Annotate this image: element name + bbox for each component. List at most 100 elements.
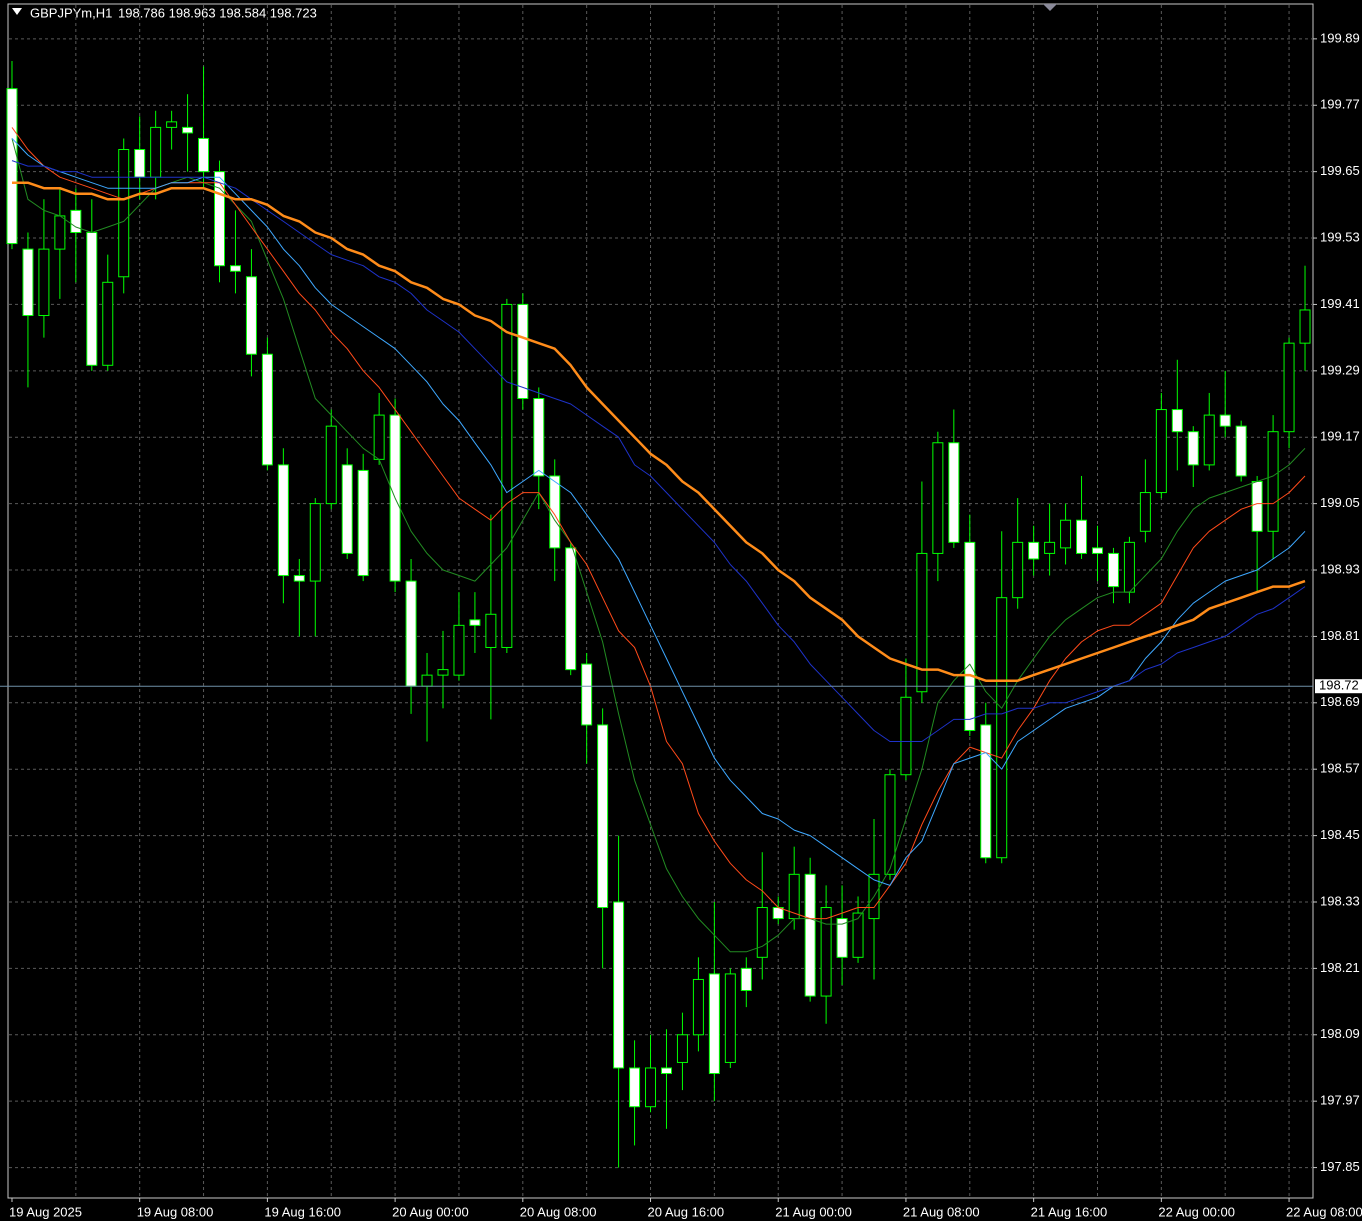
candle-body [118,149,130,278]
candle-body [405,580,417,687]
candle-body [134,149,146,178]
candle-body [820,907,832,997]
y-tick-label: 199.89 [1320,30,1360,45]
plot-frame [7,3,1314,1199]
candle-body [1044,541,1056,554]
x-tick-label: 19 Aug 2025 [9,1204,82,1219]
y-tick-label: 199.77 [1320,97,1360,112]
candle-body [852,912,864,958]
candle-body [565,547,577,671]
y-tick-label: 198.21 [1320,960,1360,975]
candle-body [980,724,992,859]
candle-body [597,724,609,909]
y-tick-label: 198.81 [1320,628,1360,643]
candle-body [676,1034,688,1063]
candle-body [1203,414,1215,466]
candle-body [804,873,816,997]
candle-body [1187,431,1199,466]
candle-body [261,353,273,466]
candle-body [245,276,257,355]
price-tag [1315,679,1362,694]
candle-body [1171,409,1183,433]
candle-body [1299,309,1311,344]
candle-body [357,469,369,577]
candle-body [54,215,66,250]
candle-body [150,126,162,178]
candle-body [660,1067,672,1075]
candle-body [756,907,768,958]
candle-body [645,1067,657,1108]
candle-body [900,696,912,776]
y-tick-label: 199.53 [1320,229,1360,244]
candle-body [1219,414,1231,427]
candle-body [469,619,481,626]
candle-body [549,475,561,549]
candle-body [533,397,545,477]
candle-body [6,88,18,245]
candle-body [996,597,1008,859]
ma-line [11,160,1306,742]
candle-body [740,967,752,992]
candle-body [1139,492,1151,532]
candle-body [309,503,321,582]
candle-body [629,1067,641,1108]
candle-body [453,624,465,676]
x-tick-label: 19 Aug 08:00 [137,1204,214,1219]
y-tick-label: 198.57 [1320,761,1360,776]
x-tick-label: 19 Aug 16:00 [264,1204,341,1219]
candle-body [916,552,928,693]
candle-body [724,973,736,1063]
y-tick-label: 197.97 [1320,1093,1360,1108]
candle-body [948,442,960,543]
candle-body [86,232,98,366]
x-tick-label: 20 Aug 08:00 [520,1204,597,1219]
candle-body [1155,409,1167,494]
x-tick-label: 20 Aug 00:00 [392,1204,469,1219]
candle-body [581,663,593,726]
candle-body [293,575,305,582]
candle-body [708,973,720,1075]
candle-body [1060,519,1072,549]
x-tick-label: 21 Aug 16:00 [1031,1204,1108,1219]
x-tick-label: 21 Aug 08:00 [903,1204,980,1219]
candle-body [38,248,50,317]
y-tick-label: 199.65 [1320,163,1360,178]
candle-body [517,303,529,399]
candle-body [884,774,896,875]
candle-body [485,613,497,648]
y-tick-label: 199.41 [1320,296,1360,311]
ma-line [11,138,1306,953]
candle-body [229,265,241,272]
ma-line [12,181,1306,682]
ohlc-readout: 198.786 198.963 198.584 198.723 [118,5,317,20]
y-tick-label: 199.29 [1320,362,1360,377]
candle-body [1091,547,1103,554]
candle-body [70,209,82,234]
candle-body [325,425,337,505]
ma-line [11,138,1306,886]
candle-body [1076,519,1088,554]
candle-body [1123,541,1135,593]
y-tick-label: 198.33 [1320,893,1360,908]
candle-body [277,464,289,577]
candle-body [1283,342,1295,433]
y-tick-label: 198.69 [1320,694,1360,709]
candle-body [22,248,34,317]
header-arrow[interactable] [12,8,22,15]
candle-body [613,901,625,1069]
candle-body [501,303,513,648]
candle-body [182,126,194,134]
y-tick-label: 199.05 [1320,495,1360,510]
candle-body [214,171,226,267]
candle-body [964,541,976,731]
ma-line [11,127,1306,920]
candle-body [198,137,210,173]
candle-body [341,464,353,554]
candle-body [1028,541,1040,560]
candle-body [102,281,114,366]
x-tick-label: 21 Aug 00:00 [775,1204,852,1219]
x-tick-label: 22 Aug 08:00 [1286,1204,1362,1219]
candle-body [373,414,385,460]
